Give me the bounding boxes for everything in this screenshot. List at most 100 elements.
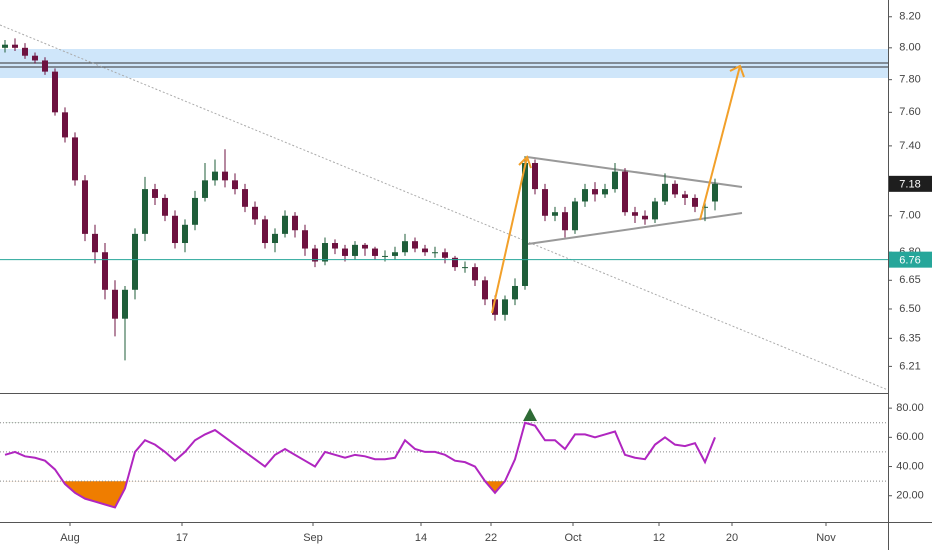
projection-arrow <box>699 65 741 221</box>
candle-body <box>582 189 588 202</box>
candle-body <box>82 180 88 234</box>
candle-body <box>402 241 408 253</box>
candle-body <box>672 183 678 195</box>
candle-body <box>62 112 68 138</box>
x-tick-label: Oct <box>564 532 581 544</box>
candle-body <box>692 197 698 207</box>
x-tick-label: 22 <box>485 532 497 544</box>
candle-body <box>542 189 548 216</box>
candle-body <box>192 197 198 225</box>
y-tick-label: 6.50 <box>899 303 920 315</box>
candle-body <box>632 212 638 216</box>
arrow-head <box>518 155 532 169</box>
candle-body <box>382 255 388 257</box>
candle-body <box>522 162 528 286</box>
candle-body <box>112 289 118 319</box>
price-badge-label: 6.76 <box>899 255 920 267</box>
candles <box>0 38 888 361</box>
candle-body <box>42 60 48 72</box>
y-tick-label: 6.21 <box>899 360 920 372</box>
rsi-tick-label: 60.00 <box>896 431 924 443</box>
candle-body <box>152 189 158 198</box>
candle-body <box>222 171 228 181</box>
candle-body <box>432 252 438 254</box>
candle-body <box>262 219 268 244</box>
arrow-head <box>729 64 745 78</box>
candle-body <box>422 248 428 253</box>
candle-body <box>272 233 278 244</box>
axes: 8.208.007.807.607.407.006.806.656.506.35… <box>60 11 932 544</box>
candle-body <box>642 215 648 220</box>
candle-body <box>702 206 708 208</box>
x-tick-label: Sep <box>303 532 323 544</box>
candle-body <box>172 215 178 244</box>
x-tick-label: 20 <box>726 532 738 544</box>
candle-body <box>52 71 58 113</box>
candle-body <box>282 215 288 234</box>
candle-body <box>182 224 188 244</box>
x-tick-label: 14 <box>415 532 427 544</box>
candle-body <box>572 201 578 231</box>
oversold-fill <box>63 481 505 508</box>
candle-body <box>352 244 358 256</box>
rsi-tick-label: 40.00 <box>896 460 924 472</box>
candle-body <box>362 244 368 249</box>
rsi-pane <box>0 421 888 509</box>
candle-body <box>322 243 328 262</box>
triangle-lower <box>527 212 743 245</box>
candle-body <box>662 183 668 202</box>
candle-body <box>442 252 448 258</box>
rsi-line <box>4 421 716 509</box>
candle-body <box>482 280 488 300</box>
candle-body <box>142 189 148 234</box>
triangle-upper <box>526 156 743 188</box>
candle-body <box>562 212 568 231</box>
x-tick-label: 12 <box>653 532 665 544</box>
candle-body <box>92 233 98 253</box>
y-tick-label: 8.20 <box>899 11 920 23</box>
candle-body <box>332 243 338 249</box>
candle-body <box>2 44 8 48</box>
candle-body <box>592 189 598 195</box>
price-badge-label: 7.18 <box>899 179 920 191</box>
price-badge <box>889 251 932 268</box>
candle-body <box>202 180 208 198</box>
candle-body <box>602 189 608 195</box>
candle-body <box>492 299 498 315</box>
y-tick-label: 6.35 <box>899 332 920 344</box>
candle-body <box>292 215 298 231</box>
candle-body <box>712 183 718 202</box>
projection-arrow <box>491 156 528 314</box>
candle-body <box>242 189 248 207</box>
candle-body <box>162 197 168 216</box>
trend-line <box>0 24 889 391</box>
y-tick-label: 7.80 <box>899 74 920 86</box>
candle-body <box>232 180 238 190</box>
candle-body <box>622 171 628 213</box>
candle-body <box>72 137 78 181</box>
candle-body <box>462 267 468 269</box>
candle-body <box>472 267 478 281</box>
rsi-tick-label: 20.00 <box>896 490 924 502</box>
candle-body <box>312 248 318 262</box>
y-tick-label: 7.00 <box>899 210 920 222</box>
candle-body <box>532 162 538 190</box>
candle-body <box>512 285 518 300</box>
candle-body <box>552 212 558 216</box>
candle-body <box>102 252 108 290</box>
candle-body <box>652 201 658 220</box>
rsi-tick-label: 80.00 <box>896 402 924 414</box>
candle-body <box>342 248 348 256</box>
y-tick-label: 8.00 <box>899 42 920 54</box>
x-tick-label: 17 <box>176 532 188 544</box>
x-tick-label: Nov <box>816 532 836 544</box>
x-tick-label: Aug <box>60 532 80 544</box>
candle-body <box>682 194 688 198</box>
candle-body <box>302 230 308 249</box>
candle-body <box>412 241 418 249</box>
candle-body <box>32 55 38 61</box>
candle-body <box>132 233 138 290</box>
candle-body <box>452 257 458 268</box>
